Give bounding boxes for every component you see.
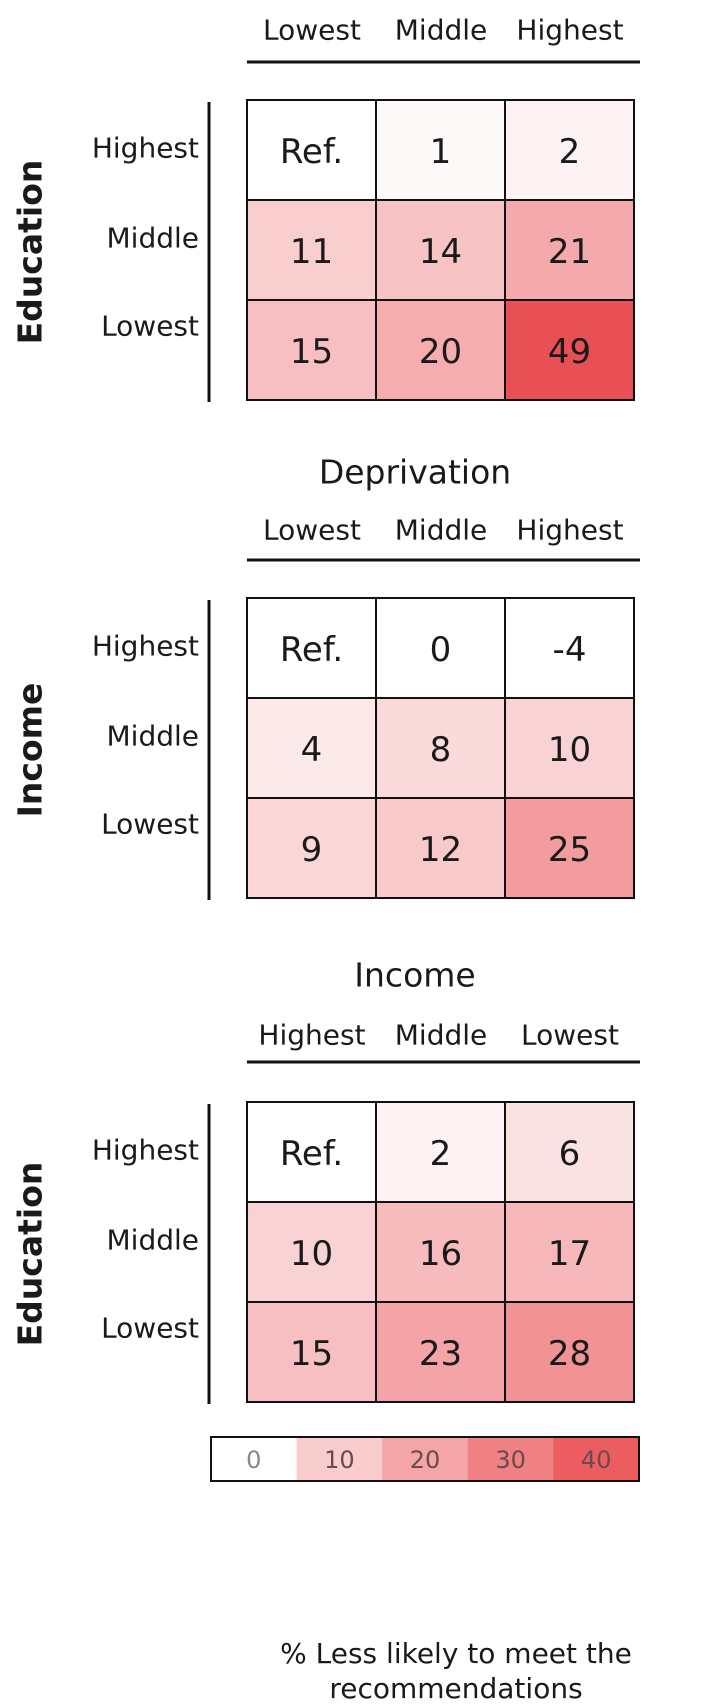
panel-2-cell-value: 12 [419, 830, 462, 870]
panel-1-col-label: Lowest [263, 14, 361, 47]
panel-1-cell-value: Ref. [280, 132, 343, 172]
panel-1-cell [246, 99, 377, 201]
panel-2-col-label: Middle [395, 514, 488, 547]
panel-2-cell-value: 25 [548, 830, 591, 870]
panel-1-cell-value: 20 [419, 332, 462, 372]
panel-2-row-label: Lowest [101, 808, 199, 841]
panel-2-cell [504, 597, 635, 699]
panel-2-cell-value: -4 [553, 630, 587, 670]
panel-1-row-label: Middle [107, 222, 200, 255]
panel-1-col-label: Middle [395, 14, 488, 47]
panel-1-cell-value: 2 [559, 132, 581, 172]
panel-1-cell [246, 299, 377, 401]
panel-2-x-axis-title: Deprivation [319, 453, 511, 492]
panel-3-cell [375, 1301, 506, 1403]
panel-2-y-axis-title: Income [11, 683, 50, 818]
panel-3-cell-value: 28 [548, 1334, 591, 1374]
panel-2-cell [504, 697, 635, 799]
legend-swatch [553, 1437, 640, 1481]
panel-2-cell [375, 597, 506, 699]
panel-3-cell-value: 16 [419, 1234, 462, 1274]
panel-1-y-axis-title: Education [11, 160, 50, 345]
panel-1-cell [246, 199, 377, 301]
panel-1-cell [504, 199, 635, 301]
panel-3-col-label: Highest [258, 1019, 365, 1052]
panel-3-cell [504, 1301, 635, 1403]
panel-3-cell-value: 10 [290, 1234, 333, 1274]
panel-1-cell-value: 11 [290, 232, 333, 272]
panel-2-col-label: Highest [516, 514, 623, 547]
panel-1-cell [504, 99, 635, 201]
legend-tick-label: 40 [581, 1446, 612, 1474]
panel-3-cell [504, 1101, 635, 1203]
legend-tick-label: 0 [246, 1446, 261, 1474]
panel-1-cell-value: 14 [419, 232, 462, 272]
panel-2-row-label: Middle [107, 720, 200, 753]
panel-2-cell [246, 597, 377, 699]
panel-3-cell-value: 23 [419, 1334, 462, 1374]
panel-3-cell [504, 1201, 635, 1303]
panel-1-cell-value: 49 [548, 332, 591, 372]
panel-3-col-label: Middle [395, 1019, 488, 1052]
panel-3-col-label: Lowest [521, 1019, 619, 1052]
legend-tick-label: 20 [410, 1446, 441, 1474]
panel-2-cell-value: 0 [430, 630, 452, 670]
panel-1-row-label: Highest [92, 132, 199, 165]
panel-1-cell [375, 99, 506, 201]
panel-1-row-label: Lowest [101, 310, 199, 343]
panel-3-cell-value: 15 [290, 1334, 333, 1374]
legend-swatch [296, 1437, 383, 1481]
panel-1-cell [375, 299, 506, 401]
panel-3-y-axis-title: Education [11, 1162, 50, 1347]
panel-1-col-label: Highest [516, 14, 623, 47]
panel-3-cell-value: 2 [430, 1134, 452, 1174]
panel-3-cell [375, 1201, 506, 1303]
panel-2-cell-value: 8 [430, 730, 452, 770]
panel-1-cell-value: 15 [290, 332, 333, 372]
panel-3-row-label: Lowest [101, 1312, 199, 1345]
legend-swatch [467, 1437, 554, 1481]
panel-1-cell-value: 21 [548, 232, 591, 272]
panel-2-cell-value: 4 [301, 730, 323, 770]
panel-2-col-label: Lowest [263, 514, 361, 547]
panel-3-row-label: Middle [107, 1224, 200, 1257]
panel-2-cell-value: 10 [548, 730, 591, 770]
legend-swatch [382, 1437, 469, 1481]
panel-2-row-label: Highest [92, 630, 199, 663]
legend-caption: % Less likely to meet the recommendation… [280, 1637, 632, 1705]
panel-3-cell-value: Ref. [280, 1134, 343, 1174]
panel-3-row-label: Highest [92, 1134, 199, 1167]
legend-tick-label: 30 [495, 1446, 526, 1474]
legend-tick-label: 10 [324, 1446, 355, 1474]
legend-swatch [211, 1437, 298, 1481]
panel-2-cell-value: 9 [301, 830, 323, 870]
legend-frame [210, 1436, 640, 1482]
panel-2-cell [504, 797, 635, 899]
panel-1-cell [504, 299, 635, 401]
panel-1-cell-value: 1 [430, 132, 452, 172]
panel-2-cell-value: Ref. [280, 630, 343, 670]
panel-3-cell-value: 6 [559, 1134, 581, 1174]
panel-3-cell-value: 17 [548, 1234, 591, 1274]
panel-3-x-axis-title: Income [354, 956, 475, 995]
panel-2-cell [375, 697, 506, 799]
